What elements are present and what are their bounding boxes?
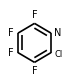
Text: F: F xyxy=(8,48,13,58)
Text: F: F xyxy=(8,28,13,38)
Text: F: F xyxy=(7,28,14,38)
Text: F: F xyxy=(31,66,38,76)
Text: F: F xyxy=(31,10,38,20)
Text: Cl: Cl xyxy=(54,50,63,59)
Text: Cl: Cl xyxy=(54,50,63,59)
Text: N: N xyxy=(54,28,61,38)
Text: N: N xyxy=(54,28,62,38)
Text: F: F xyxy=(32,10,37,20)
Text: F: F xyxy=(32,66,37,76)
Text: F: F xyxy=(7,48,14,58)
